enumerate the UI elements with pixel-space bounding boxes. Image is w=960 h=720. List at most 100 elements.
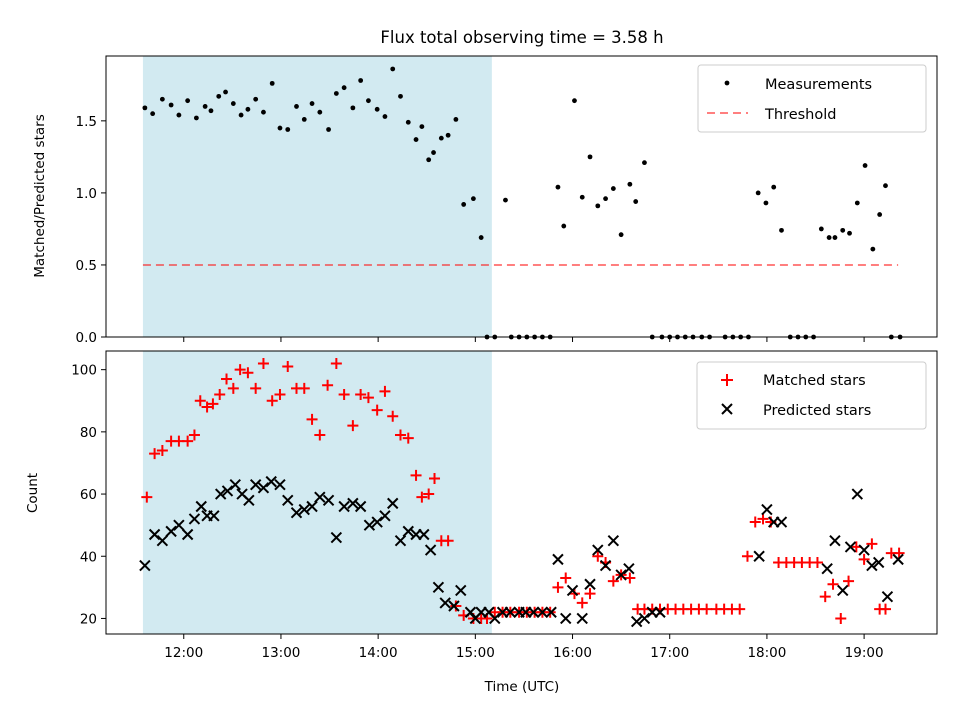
matched-star-point (149, 448, 161, 460)
measurement-point (445, 132, 451, 138)
x-axis-label: Time (UTC) (484, 679, 560, 695)
predicted-star-point (306, 500, 318, 513)
bottom-y-tick-label: 20 (80, 611, 97, 627)
matched-star-point (371, 404, 383, 416)
legend-matched-marker (721, 374, 733, 386)
measurement-point (642, 160, 647, 166)
predicted-star-point (584, 578, 596, 590)
measurement-point (413, 137, 419, 142)
measurement-point (150, 111, 156, 117)
predicted-star-point (402, 525, 414, 538)
predicted-star-point (156, 534, 169, 547)
predicted-star-point (592, 544, 604, 556)
bottom-x-tick-label: 14:00 (359, 645, 398, 661)
bottom-x-tick-label: 16:00 (553, 645, 592, 661)
predicted-star-point (188, 513, 201, 525)
measurement-point (294, 104, 299, 109)
predicted-star-point (432, 581, 445, 594)
measurement-point (358, 78, 364, 83)
predicted-star-point (282, 494, 294, 506)
matched-star-point (893, 547, 905, 559)
legend-predicted-label: Predicted stars (763, 403, 871, 419)
measurement-point (277, 125, 283, 131)
predicted-star-point (527, 606, 540, 618)
measurement-point (366, 98, 371, 104)
top-legend-box (697, 64, 927, 133)
predicted-star-point (243, 494, 255, 506)
legend-threshold-label: Threshold (764, 107, 836, 123)
matched-star-point (355, 389, 367, 401)
matched-star-point (394, 429, 406, 441)
bottom-x-tick-label: 12:00 (164, 645, 203, 661)
top-y-axis-label: Matched/Predicted stars (32, 114, 48, 277)
matched-star-point (429, 473, 441, 485)
predicted-star-point (165, 525, 177, 538)
bottom-y-tick-label: 100 (71, 363, 97, 379)
matched-star-point (402, 432, 414, 444)
predicted-star-point (576, 612, 588, 625)
predicted-star-point (851, 488, 864, 500)
matched-star-point (274, 389, 286, 401)
top-x-ticks (183, 337, 865, 342)
matched-star-point (338, 389, 350, 401)
predicted-star-point (418, 528, 430, 541)
matched-star-point (835, 612, 847, 624)
matched-star-point (423, 488, 435, 500)
bottom-plot-frame (105, 350, 938, 635)
measurement-point (627, 181, 633, 187)
predicted-star-point (148, 528, 161, 541)
matched-star-point (819, 591, 831, 603)
measurement-point (261, 109, 266, 115)
matched-star-point (701, 603, 713, 615)
matched-star-point (362, 392, 374, 404)
matched-star-point (282, 361, 294, 373)
measurement-point (478, 235, 484, 240)
matched-star-point (811, 556, 823, 568)
bottom-panel: 20 40 60 80 100 12:00 13:00 14:00 15:00 16:00 17:… (25, 350, 938, 695)
measurement-point (326, 127, 331, 132)
measurement-point (470, 196, 476, 202)
predicted-star-point (753, 550, 765, 562)
matched-star-point (410, 469, 422, 481)
predicted-star-point (424, 544, 437, 556)
measurement-point (818, 226, 824, 232)
bottom-y-axis: 20 40 60 80 100 (71, 363, 106, 627)
predicted-star-point (195, 500, 207, 513)
measurement-point (185, 98, 191, 104)
measurement-point (579, 194, 585, 200)
predicted-star-point (347, 497, 359, 510)
bottom-observing-span (142, 351, 492, 634)
measurement-point (587, 154, 593, 160)
legend-measurements-label: Measurements (765, 77, 872, 93)
predicted-star-point (545, 606, 557, 618)
predicted-star-point (881, 590, 894, 603)
predicted-star-point (330, 531, 343, 544)
matched-star-point (314, 429, 326, 441)
measurement-point (883, 183, 888, 189)
top-observing-span (142, 56, 492, 337)
predicted-star-point (872, 556, 885, 569)
predicted-star-point (371, 516, 383, 528)
measurement-point (285, 127, 291, 132)
bottom-y-tick-label: 40 (80, 549, 97, 565)
predicted-star-point (623, 562, 635, 575)
measurement-point (176, 112, 182, 118)
predicted-star-point (290, 507, 303, 519)
top-y-tick-label: 1.5 (76, 114, 97, 130)
matched-star-point (322, 379, 334, 391)
matched-star-point (387, 410, 399, 422)
matched-star-point (156, 445, 168, 457)
measurement-point (269, 80, 275, 86)
measurement-point (245, 106, 251, 112)
measurement-point (390, 66, 396, 72)
predicted-star-point (552, 553, 564, 566)
bottom-legend: Matched stars Predicted stars (696, 361, 927, 430)
matched-star-point (607, 575, 619, 587)
measurement-point (840, 227, 846, 233)
legend-measurements-marker (724, 80, 730, 86)
measurement-point (398, 93, 403, 99)
measurement-point (633, 199, 639, 204)
measurement-point (555, 184, 561, 190)
top-panel: 0.0 0.5 1.0 1.5 Matched/Predicted stars Mea… (32, 55, 938, 346)
